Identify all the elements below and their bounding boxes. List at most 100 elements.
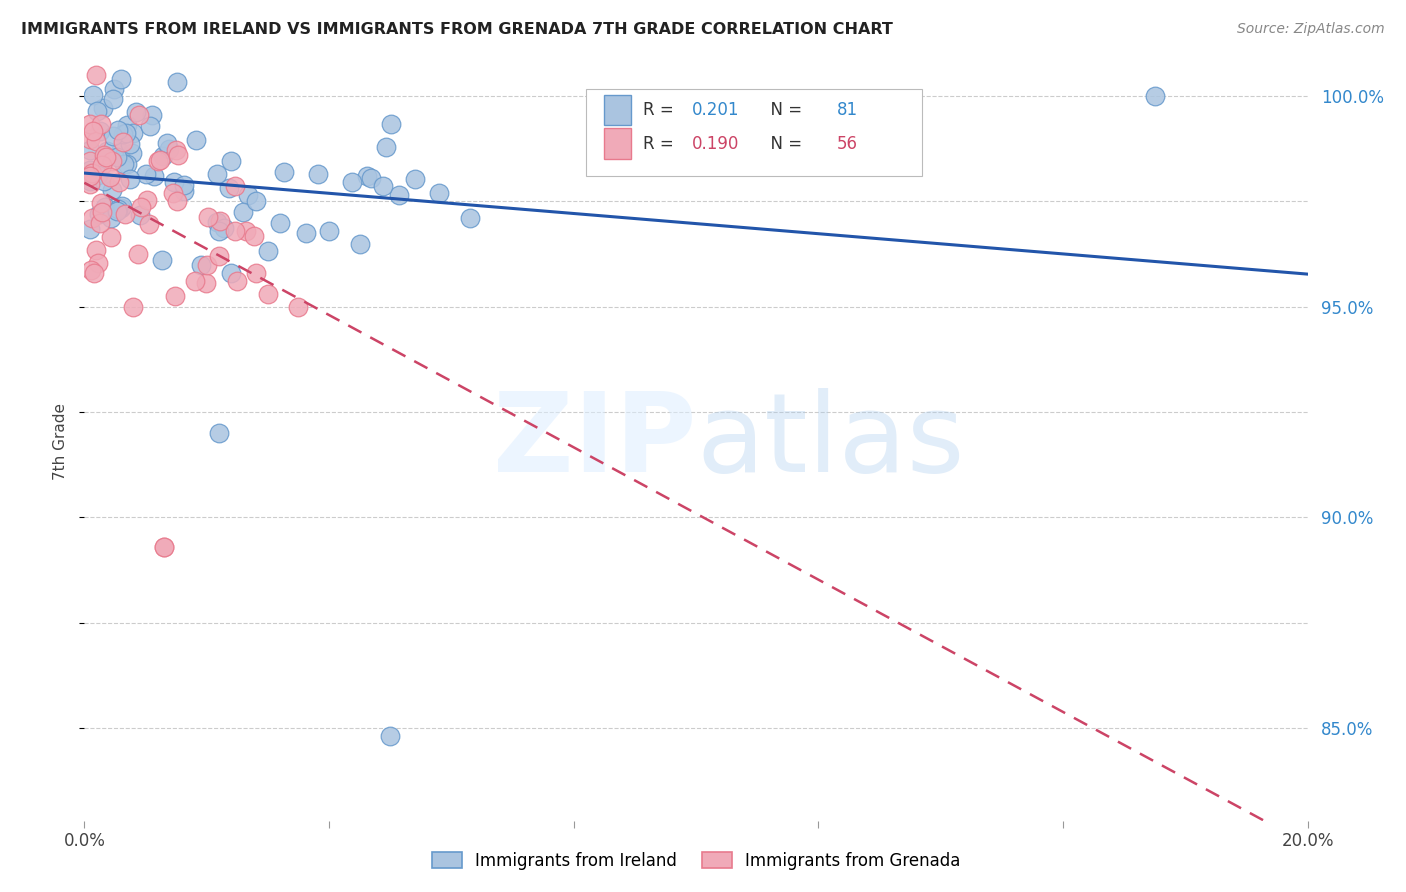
FancyBboxPatch shape bbox=[605, 95, 631, 126]
Point bbox=[195, 258, 218, 272]
Point bbox=[93, 174, 115, 188]
Point bbox=[166, 194, 188, 209]
Point bbox=[173, 178, 195, 192]
Point bbox=[121, 146, 143, 161]
Point bbox=[112, 157, 135, 171]
Point bbox=[242, 229, 264, 244]
Point bbox=[146, 153, 169, 168]
Point bbox=[115, 156, 138, 170]
Point bbox=[141, 108, 163, 122]
Text: R =: R = bbox=[644, 135, 679, 153]
Point bbox=[122, 300, 145, 314]
Point bbox=[236, 188, 259, 202]
Point bbox=[100, 211, 122, 225]
Point bbox=[173, 185, 195, 199]
Point bbox=[127, 246, 149, 260]
Point bbox=[153, 540, 176, 554]
Text: N =: N = bbox=[759, 135, 807, 153]
Point bbox=[356, 169, 378, 183]
Point bbox=[208, 426, 231, 441]
Point bbox=[105, 203, 128, 218]
Point bbox=[79, 132, 101, 146]
Point bbox=[105, 150, 128, 164]
Point bbox=[162, 186, 184, 201]
Text: atlas: atlas bbox=[696, 388, 965, 495]
Point bbox=[82, 124, 104, 138]
Point bbox=[224, 224, 246, 238]
Point bbox=[125, 105, 148, 120]
Point bbox=[118, 172, 141, 186]
Point bbox=[122, 126, 145, 140]
Point bbox=[307, 167, 329, 181]
Point bbox=[101, 183, 124, 197]
Point bbox=[94, 200, 117, 214]
Point bbox=[139, 119, 162, 133]
Point bbox=[79, 222, 101, 236]
Point bbox=[458, 211, 481, 226]
Point bbox=[79, 117, 101, 131]
Point bbox=[82, 166, 104, 180]
Point bbox=[107, 202, 129, 216]
Point bbox=[163, 176, 186, 190]
Point bbox=[167, 148, 190, 162]
Point bbox=[100, 229, 122, 244]
Point bbox=[360, 171, 382, 186]
Text: IMMIGRANTS FROM IRELAND VS IMMIGRANTS FROM GRENADA 7TH GRADE CORRELATION CHART: IMMIGRANTS FROM IRELAND VS IMMIGRANTS FR… bbox=[21, 22, 893, 37]
Point bbox=[103, 82, 125, 96]
Point bbox=[184, 133, 207, 147]
Point bbox=[129, 208, 152, 222]
Point bbox=[135, 167, 157, 181]
Point bbox=[101, 128, 124, 143]
Text: 56: 56 bbox=[837, 135, 858, 153]
Point bbox=[108, 145, 131, 160]
Point bbox=[96, 149, 118, 163]
Point bbox=[380, 730, 402, 744]
Point bbox=[80, 262, 103, 277]
Point bbox=[380, 117, 402, 131]
Point bbox=[232, 205, 254, 219]
Point bbox=[79, 143, 101, 157]
Point bbox=[218, 180, 240, 194]
Point bbox=[79, 169, 101, 183]
Point bbox=[153, 540, 176, 554]
Point bbox=[82, 87, 104, 102]
Point bbox=[269, 215, 291, 229]
Point bbox=[208, 224, 231, 238]
Text: Source: ZipAtlas.com: Source: ZipAtlas.com bbox=[1237, 22, 1385, 37]
Point bbox=[387, 187, 409, 202]
Point bbox=[149, 153, 172, 167]
Point bbox=[318, 224, 340, 238]
Point bbox=[245, 266, 267, 280]
Point bbox=[84, 134, 107, 148]
Point bbox=[257, 287, 280, 301]
Point bbox=[111, 135, 134, 149]
Point bbox=[156, 136, 179, 151]
Point bbox=[138, 217, 160, 231]
Point bbox=[108, 175, 131, 189]
Text: ZIP: ZIP bbox=[492, 388, 696, 495]
Point bbox=[107, 123, 129, 137]
Point bbox=[245, 194, 267, 209]
Point bbox=[208, 249, 231, 263]
Point bbox=[84, 68, 107, 82]
Point bbox=[165, 289, 187, 303]
Point bbox=[89, 124, 111, 138]
Point bbox=[87, 207, 110, 221]
Point bbox=[129, 200, 152, 214]
FancyBboxPatch shape bbox=[605, 128, 631, 159]
Point bbox=[371, 178, 394, 193]
Point bbox=[190, 258, 212, 272]
Point bbox=[93, 147, 115, 161]
Point bbox=[166, 144, 188, 158]
Point bbox=[90, 195, 112, 210]
Point bbox=[207, 167, 229, 181]
Point bbox=[87, 256, 110, 270]
Point bbox=[197, 210, 219, 224]
Point bbox=[79, 153, 101, 168]
Point bbox=[90, 117, 112, 131]
Point bbox=[101, 92, 124, 106]
Point bbox=[340, 175, 363, 189]
Point bbox=[349, 236, 371, 251]
Point bbox=[207, 215, 229, 229]
Point bbox=[404, 172, 426, 186]
